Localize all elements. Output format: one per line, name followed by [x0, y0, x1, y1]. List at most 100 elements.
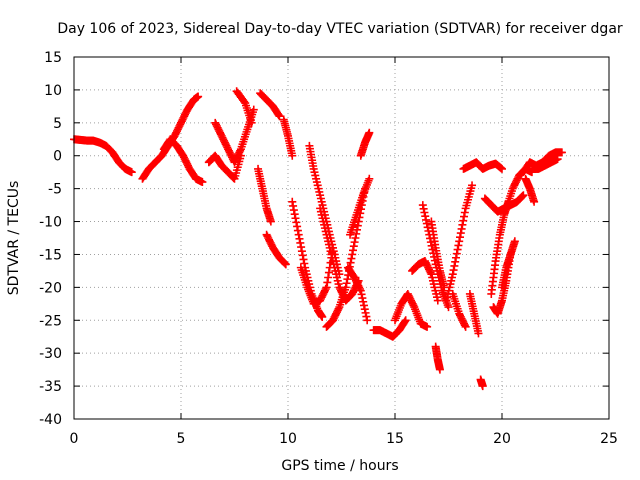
data-point: [289, 201, 298, 210]
data-point: [295, 234, 304, 243]
data-point: [457, 224, 466, 233]
data-point: [348, 250, 357, 259]
series-arc-a: [70, 135, 136, 177]
data-point: [423, 223, 432, 232]
data-point: [346, 258, 355, 267]
data-point: [460, 212, 469, 221]
data-point: [321, 285, 330, 294]
y-tick-label: -5: [48, 182, 62, 198]
x-tick-label: 5: [177, 431, 186, 447]
y-tick-label: -10: [39, 215, 62, 231]
data-point: [362, 312, 371, 321]
y-tick-label: 5: [53, 116, 62, 132]
data-point: [426, 268, 435, 277]
series-arc-p: [346, 174, 374, 239]
data-point: [454, 241, 463, 250]
data-point: [557, 148, 566, 157]
series-arc-i: [262, 230, 290, 269]
data-point: [478, 382, 487, 391]
data-point: [293, 226, 302, 235]
data-point: [127, 168, 136, 177]
data-point: [359, 301, 368, 310]
series-arc-h: [254, 164, 275, 226]
data-point: [357, 290, 366, 299]
series-arc-y: [442, 181, 477, 305]
data-point: [530, 197, 539, 206]
series-arc-c: [159, 135, 207, 187]
series-arc-ac: [476, 375, 487, 391]
data-point: [510, 237, 519, 246]
chart-title: Day 106 of 2023, Sidereal Day-to-day VTE…: [57, 21, 623, 37]
data-point: [352, 229, 361, 238]
data-point: [474, 329, 483, 338]
data-point: [361, 308, 370, 317]
data-point: [455, 237, 464, 246]
data-point: [360, 305, 369, 314]
y-tick-label: 10: [44, 83, 62, 99]
data-point: [288, 151, 297, 160]
series-arc-w: [427, 217, 449, 292]
data-point: [553, 155, 562, 164]
data-point: [422, 215, 431, 224]
y-tick-label: -35: [39, 379, 62, 395]
series-arc-ak: [498, 237, 519, 292]
x-tick-label: 0: [70, 431, 79, 447]
series-arc-q: [356, 128, 374, 160]
data-point: [519, 191, 528, 200]
data-point: [420, 208, 429, 217]
series-arc-ab: [465, 289, 483, 338]
data-point: [433, 296, 442, 305]
data-point: [296, 238, 305, 247]
data-point: [342, 279, 351, 288]
data-point: [421, 212, 430, 221]
data-point: [236, 146, 245, 155]
data-point: [458, 220, 467, 229]
data-point: [341, 283, 350, 292]
data-point: [518, 192, 527, 201]
data-point: [324, 268, 333, 277]
data-point: [456, 233, 465, 242]
data-point: [460, 208, 469, 217]
data-point: [448, 270, 457, 279]
data-point: [275, 112, 284, 121]
data-point: [400, 317, 409, 326]
data-point: [517, 192, 526, 201]
data-point: [343, 275, 352, 284]
data-point: [349, 246, 358, 255]
data-point: [300, 259, 309, 268]
series-arc-z: [459, 158, 506, 173]
data-point: [409, 301, 418, 310]
series-arc-t: [391, 289, 432, 331]
data-point: [290, 210, 299, 219]
data-point: [498, 164, 506, 173]
series-arc-aj: [521, 174, 539, 206]
x-tick-label: 25: [600, 431, 618, 447]
data-point: [281, 259, 290, 268]
data-point: [365, 174, 374, 183]
data-point: [401, 316, 410, 325]
data-point: [450, 261, 459, 270]
data-point: [198, 178, 207, 187]
data-points: [70, 87, 566, 391]
data-point: [461, 322, 470, 331]
grid: [74, 57, 609, 419]
data-point: [280, 258, 289, 267]
y-tick-label: -30: [39, 346, 62, 362]
data-point: [274, 111, 283, 120]
data-point: [354, 217, 363, 226]
data-point: [281, 260, 290, 269]
data-point: [297, 243, 306, 252]
y-ticks: 15 10 5 0 -5 -10 -15 -20 -25 -30 -35 -40: [39, 50, 609, 428]
series-arc-j: [279, 115, 297, 160]
data-point: [427, 241, 436, 250]
x-tick-label: 20: [493, 431, 511, 447]
data-point: [365, 128, 374, 137]
x-axis-label: GPS time / hours: [281, 458, 398, 474]
plot-frame: [73, 56, 610, 420]
x-tick-label: 15: [386, 431, 404, 447]
data-point: [266, 217, 275, 226]
y-axis-label: SDTVAR / TECUs: [6, 181, 22, 296]
data-point: [318, 312, 327, 321]
data-point: [426, 238, 435, 247]
data-point: [322, 283, 331, 292]
